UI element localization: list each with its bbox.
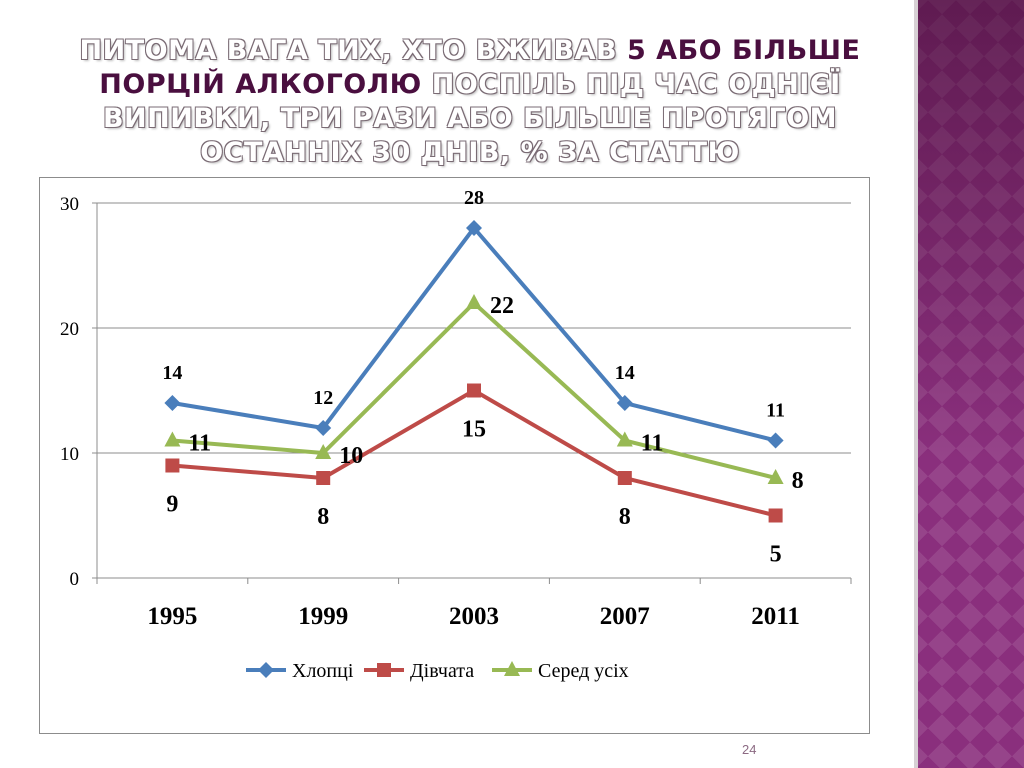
legend-label: Серед усіх [538,660,629,682]
title-text: ПИТОМА ВАГА ТИХ, ХТО ВЖИВАВ [79,35,627,66]
y-tick-label: 10 [60,444,79,465]
x-tick-label: 1995 [147,603,197,630]
data-point-marker [466,294,482,309]
data-label: 8 [792,468,804,494]
data-label: 11 [188,431,211,457]
data-label: 14 [162,362,182,384]
series-line [172,226,777,443]
data-point-marker [377,663,391,677]
data-point-marker [616,431,633,447]
y-tick-label: 20 [60,319,79,340]
data-label: 28 [464,187,484,209]
sidebar-divider [914,0,918,768]
legend-label: Дівчата [410,660,474,682]
data-point-marker [165,458,180,473]
data-point-marker [164,395,181,411]
data-label: 14 [615,362,635,384]
y-tick-label: 30 [60,194,79,215]
data-label: 10 [339,443,363,469]
x-tick-label: 2007 [600,603,650,630]
data-label: 22 [490,293,514,319]
y-tick-label: 0 [70,569,80,590]
slide-title: ПИТОМА ВАГА ТИХ, ХТО ВЖИВАВ 5 АБО БІЛЬШЕ… [30,34,910,170]
data-point-marker [315,420,332,436]
data-label: 8 [317,504,329,530]
data-point-marker [768,508,783,523]
legend-label: Хлопці [292,660,354,682]
data-label: 15 [462,417,486,443]
data-point-marker [466,220,482,236]
data-point-marker [164,431,181,447]
data-point-marker [467,383,481,398]
data-label: 9 [166,492,178,518]
data-point-marker [767,469,784,484]
data-point-marker [316,471,331,485]
title-highlight: 5 АБО БІЛЬШЕ ПОРЦІЙ АЛКОГОЛЮ [99,35,861,100]
x-tick-label: 2011 [751,603,800,630]
data-label: 5 [770,542,782,568]
data-point-marker [258,662,274,678]
page-number: 24 [742,742,757,757]
chart-frame: 0 10 20 30 1995 1999 2003 2007 2011 14 12 28 14 11 9 8 1… [39,177,870,734]
data-point-marker [767,432,784,449]
x-tick-label: 1999 [298,603,348,630]
title-text: ПОСПІЛЬ ПІД ЧАС ОДНІЄЇ ВИПИВКИ, ТРИ РАЗИ… [102,69,841,168]
data-point-marker [617,471,632,485]
x-tick-label: 2003 [449,603,499,630]
data-label: 11 [641,431,664,457]
data-label: 11 [766,400,785,422]
line-chart: 0 10 20 30 1995 1999 2003 2007 2011 14 12 28 14 11 9 8 1… [60,187,852,682]
data-label: 8 [619,504,631,530]
data-point-marker [616,395,633,411]
data-point-marker [315,444,332,459]
decorative-sidebar [914,0,1024,768]
data-point-marker [504,661,520,676]
data-label: 12 [313,387,333,409]
